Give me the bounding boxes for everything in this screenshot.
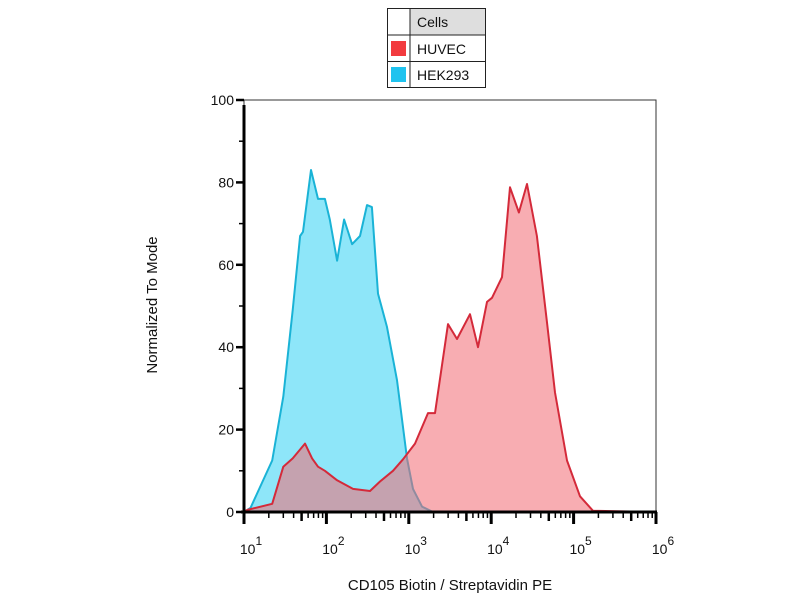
x-axis-title: CD105 Biotin / Streptavidin PE: [348, 577, 552, 594]
legend-entry-huvec: HUVEC: [417, 41, 466, 57]
legend-header: Cells: [417, 14, 448, 30]
x-tick-label: 105: [569, 534, 592, 557]
legend-swatch-huvec: [391, 41, 406, 56]
y-tick-label: 20: [218, 422, 234, 438]
y-tick-label: 80: [218, 174, 234, 190]
y-tick-label: 100: [211, 92, 235, 108]
legend-border: [387, 8, 486, 88]
x-tick-label: 106: [652, 534, 675, 557]
y-tick-label: 60: [218, 257, 234, 273]
y-tick-label: 0: [226, 504, 234, 520]
y-tick-label: 40: [218, 339, 234, 355]
legend-header-bg: [410, 8, 486, 35]
x-tick-label: 104: [487, 534, 510, 557]
x-tick-label: 102: [322, 534, 345, 557]
legend-swatch-hek293: [391, 67, 406, 82]
y-axis-title: Normalized To Mode: [144, 236, 161, 373]
series-line-huvec: [243, 183, 657, 513]
series-area-huvec: [244, 184, 656, 512]
legend: Cells HUVEC HEK293: [387, 8, 486, 88]
legend-entry-hek293: HEK293: [417, 67, 469, 83]
x-tick-label: 103: [405, 534, 428, 557]
x-tick-label: 101: [240, 534, 263, 557]
series-area-hek293: [244, 170, 656, 512]
